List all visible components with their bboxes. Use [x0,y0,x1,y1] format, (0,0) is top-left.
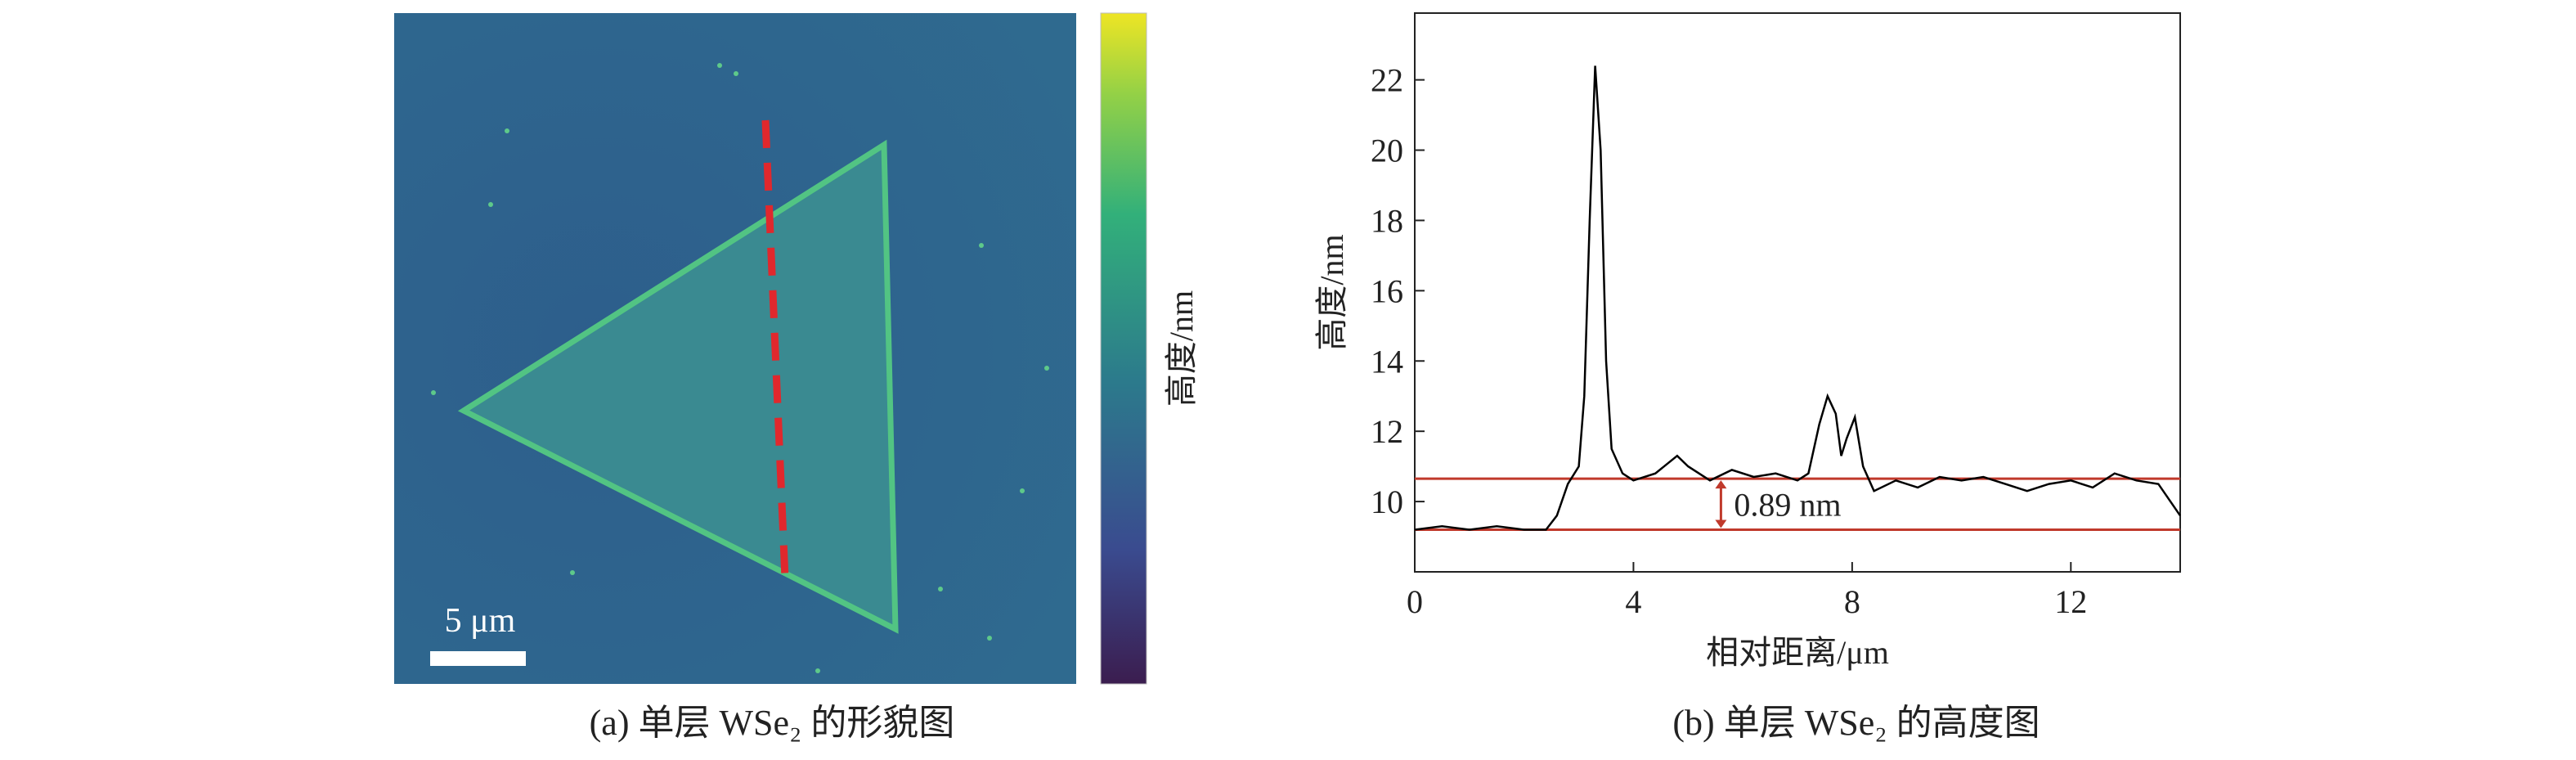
colorbar [1100,12,1147,685]
plot-frame [1414,12,2181,573]
y-tick-label: 12 [1371,413,1403,450]
y-tick-label: 14 [1371,343,1403,380]
caption: (a) 单层 WSe₂ 的形貌图 [590,703,955,743]
x-tick-label: 8 [1844,583,1860,620]
x-tick-label: 4 [1625,583,1641,620]
y-tick-label: 18 [1371,202,1403,239]
x-tick-label: 12 [2054,583,2087,620]
x-tick-label: 0 [1407,583,1423,620]
caption: (b) 单层 WSe₂ 的高度图 [1672,703,2040,743]
y-tick-label: 10 [1371,483,1403,520]
data-line [1414,65,2182,531]
x-axis-label: 相对距离/μm [1706,634,1889,671]
afm-image [394,13,1076,684]
y-tick-label: 22 [1371,62,1403,99]
y-tick-label: 20 [1371,133,1403,169]
colorbar-label: 高度/nm [1163,290,1200,407]
annotation: 0.89 nm [1734,486,1841,523]
scale-bar-label: 5 μm [445,602,516,640]
y-axis-label: 高度/nm [1313,234,1350,350]
y-tick-label: 16 [1371,272,1403,309]
